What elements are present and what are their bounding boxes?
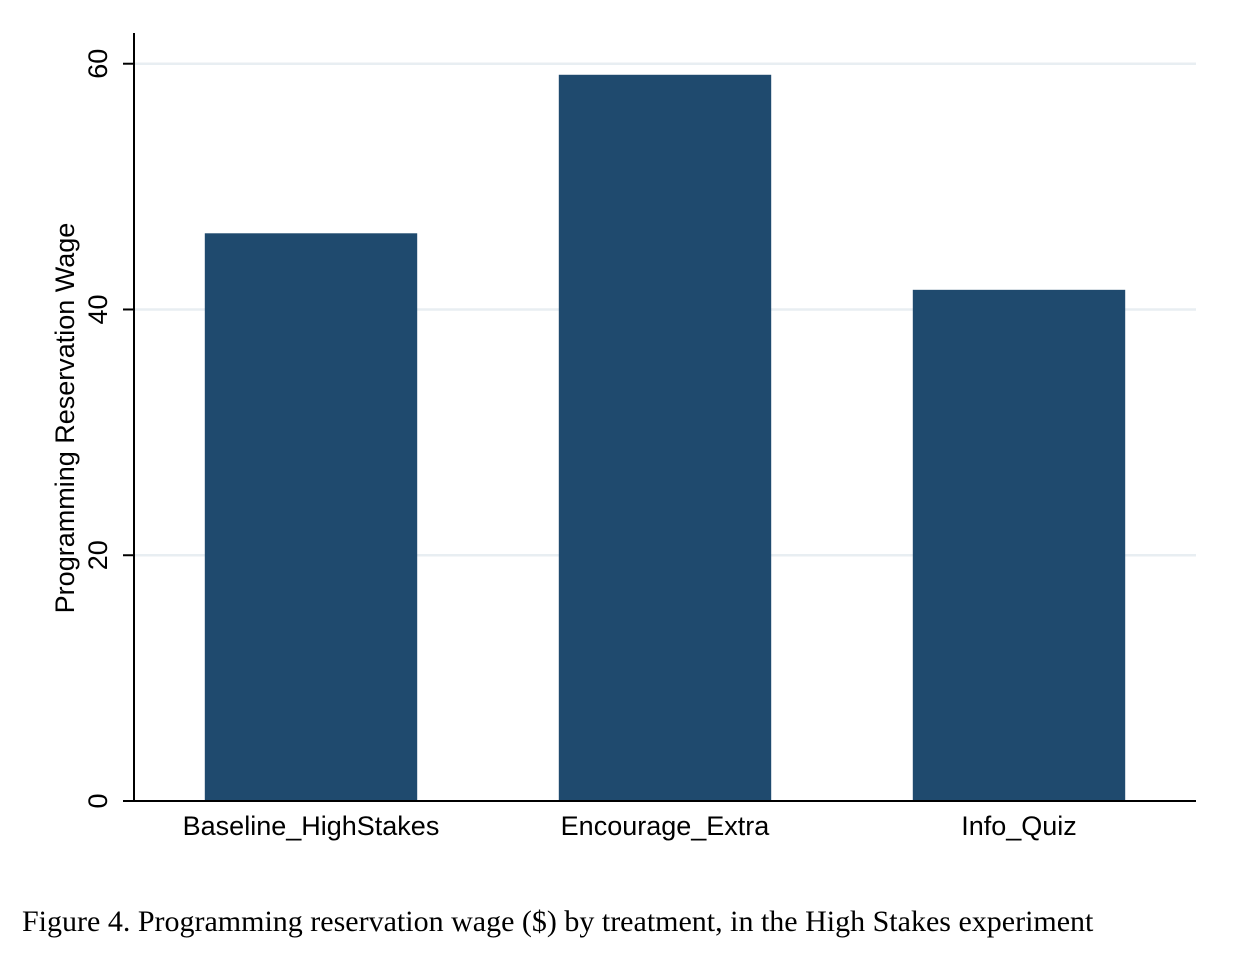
bar-Baseline_HighStakes bbox=[204, 233, 418, 801]
y-tick-label-40: 40 bbox=[83, 294, 113, 324]
figure-caption: Figure 4. Programming reservation wage (… bbox=[22, 905, 1094, 938]
x-tick-labels: Baseline_HighStakes Encourage_Extra Info_Q… bbox=[183, 811, 1077, 841]
y-tick-label-60: 60 bbox=[83, 49, 113, 79]
x-tick-label-Encourage_Extra: Encourage_Extra bbox=[561, 811, 771, 841]
bar-chart: 0 20 40 60 Baseline_HighStakes Encourage_Ext… bbox=[50, 33, 1196, 841]
y-axis-title: Programming Reservation Wage bbox=[50, 223, 80, 614]
bar-Info_Quiz bbox=[912, 289, 1126, 801]
y-ticks: 0 20 40 60 bbox=[83, 49, 134, 809]
bars bbox=[204, 74, 1126, 802]
x-tick-label-Baseline_HighStakes: Baseline_HighStakes bbox=[183, 811, 440, 841]
x-tick-label-Info_Quiz: Info_Quiz bbox=[961, 811, 1077, 841]
y-tick-label-20: 20 bbox=[83, 540, 113, 570]
y-tick-label-0: 0 bbox=[83, 793, 113, 808]
chart: 0 20 40 60 Baseline_HighStakes Encourage_Ext… bbox=[50, 33, 1196, 841]
bar-Encourage_Extra bbox=[558, 74, 772, 802]
axes bbox=[133, 33, 1196, 802]
